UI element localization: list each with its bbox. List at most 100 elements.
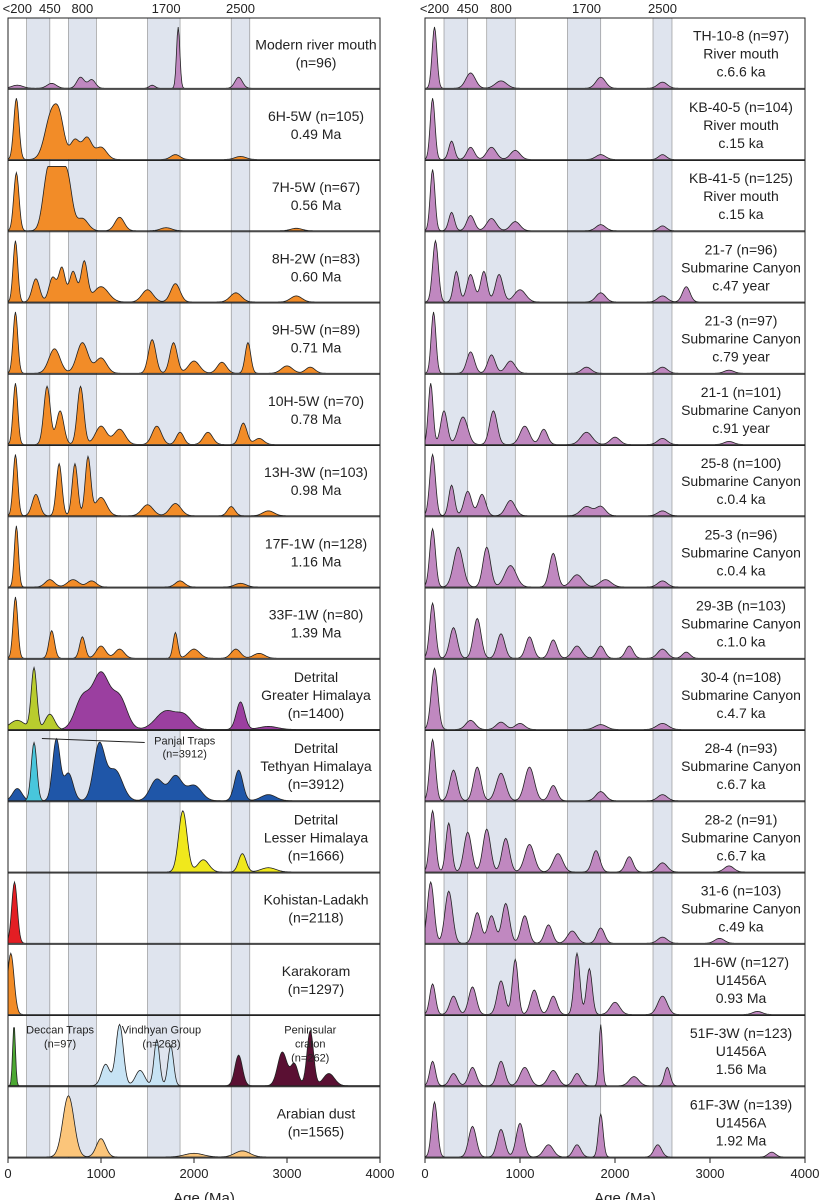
left-density-curve (8, 741, 380, 802)
right-density-curve (424, 667, 805, 730)
right-density-curve (424, 239, 805, 303)
right-density-curve (424, 169, 805, 232)
left-top-tick-label: 800 (72, 1, 94, 16)
left-panel: 8H-2W (n=83) 0.60 Ma (7, 232, 380, 304)
right-density-curve (424, 738, 805, 802)
right-panel: 25-8 (n=100) Submarine Canyon c.0.4 ka (424, 446, 805, 518)
right-label-box (679, 232, 805, 302)
right-panel-label: Submarine Canyon (681, 616, 801, 632)
left-label-box (254, 802, 380, 872)
right-panel: KB-40-5 (n=104) River mouth c.15 ka (424, 90, 805, 161)
left-panel-label: Lesser Himalaya (264, 829, 368, 845)
left-callout-label: (n=3912) (163, 749, 207, 761)
right-panel-label: Submarine Canyon (681, 259, 801, 275)
right-panel-label: c.0.4 ka (716, 491, 765, 507)
left-panel-label: 0.60 Ma (291, 268, 342, 284)
left-x-tick-label: 3000 (273, 1166, 302, 1181)
left-label-box (254, 589, 380, 659)
left-panel-label: 0.98 Ma (291, 482, 342, 498)
right-panel: 21-7 (n=96) Submarine Canyon c.47 year (424, 232, 805, 304)
left-panel-label: 1.39 Ma (291, 625, 342, 641)
right-density-curve (424, 98, 805, 160)
right-density-curve (424, 601, 805, 659)
left-label-box (254, 161, 380, 231)
right-x-tick-label: 1000 (506, 1166, 535, 1181)
right-panel-label: c.6.6 ka (716, 64, 765, 80)
right-panel-label: 21-7 (n=96) (705, 241, 778, 257)
right-label-box (679, 731, 805, 801)
right-panel-label: 0.93 Ma (716, 990, 767, 1006)
left-x-axis-label: Age (Ma) (173, 1190, 235, 1200)
left-x-tick-label: 1000 (87, 1166, 116, 1181)
right-panel-label: 51F-3W (n=123) (690, 1025, 792, 1041)
left-density-curve (7, 666, 380, 730)
left-source-caption: (n=262) (291, 1053, 329, 1065)
right-label-box (679, 375, 805, 445)
right-panel-label: 21-1 (n=101) (701, 384, 782, 400)
right-label-box (679, 19, 805, 89)
left-density-curve (8, 809, 380, 873)
right-density-curve (424, 1024, 805, 1087)
right-top-tick-label: 1700 (572, 1, 601, 16)
right-panel: 28-2 (n=91) Submarine Canyon c.6.7 ka (424, 802, 805, 874)
left-label-box (254, 945, 380, 1015)
right-panel-label: U1456A (716, 972, 767, 988)
left-panel-label: (n=1565) (288, 1123, 344, 1139)
right-panel-label: KB-41-5 (n=125) (689, 170, 793, 186)
right-label-box (679, 90, 805, 160)
right-panel-label: River mouth (703, 117, 778, 133)
right-panel-label: 1.92 Ma (716, 1132, 767, 1148)
left-density-curve (7, 454, 380, 517)
left-panel: Modern river mouth (n=96) (7, 19, 380, 90)
right-density-curve (424, 453, 805, 517)
left-panel-label: Arabian dust (277, 1105, 356, 1121)
right-panel-label: 29-3B (n=103) (696, 598, 786, 614)
left-top-tick-label: 1700 (152, 1, 181, 16)
left-panel-label: 13H-3W (n=103) (264, 464, 368, 480)
left-density-curve (7, 525, 380, 588)
right-panel-label: c.1.0 ka (716, 634, 765, 650)
right-panel: TH-10-8 (n=97) River mouth c.6.6 ka (424, 19, 805, 90)
left-label-box (254, 446, 380, 516)
right-panel-label: c.6.7 ka (716, 776, 765, 792)
left-panel: Detrital Greater Himalaya (n=1400) (7, 660, 380, 731)
right-panel-label: Submarine Canyon (681, 544, 801, 560)
left-panel-label: 33F-1W (n=80) (269, 607, 364, 623)
left-top-tick-label: <200 (3, 1, 32, 16)
left-density-curve (7, 596, 380, 659)
left-label-box (254, 1087, 380, 1157)
right-label-box (679, 945, 805, 1015)
right-column: TH-10-8 (n=97) River mouth c.6.6 ka KB-40-5… (420, 1, 820, 1200)
right-density-curve (424, 311, 805, 374)
right-panel: 30-4 (n=108) Submarine Canyon c.4.7 ka (424, 660, 805, 731)
left-top-tick-label: 2500 (226, 1, 255, 16)
left-x-tick-label: 0 (4, 1166, 11, 1181)
right-panel: 21-1 (n=101) Submarine Canyon c.91 year (424, 375, 805, 446)
left-panel-label: Kohistan-Ladakh (263, 892, 368, 908)
left-label-box (254, 731, 380, 801)
left-panel-label: Modern river mouth (255, 37, 376, 53)
left-panel-label: (n=96) (296, 55, 337, 71)
left-panel-label: (n=1297) (288, 981, 344, 997)
right-x-axis-label: Age (Ma) (594, 1190, 656, 1200)
left-source-caption: Deccan Traps (26, 1025, 94, 1037)
right-top-tick-label: 450 (457, 1, 479, 16)
left-density-curve (8, 1095, 380, 1158)
right-panel-label: U1456A (716, 1114, 767, 1130)
right-panel: 28-4 (n=93) Submarine Canyon c.6.7 ka (424, 731, 805, 803)
left-panel-label: 17F-1W (n=128) (265, 535, 367, 551)
right-density-curve (424, 880, 805, 944)
right-label-box (679, 517, 805, 587)
right-panel-label: Submarine Canyon (681, 758, 801, 774)
left-density-curve (8, 1029, 380, 1087)
left-label-box (254, 232, 380, 302)
left-source-caption: craton (295, 1039, 326, 1051)
right-panel-label: 21-3 (n=97) (705, 313, 778, 329)
left-panel-label: Greater Himalaya (261, 687, 371, 703)
right-panel-label: c.6.7 ka (716, 847, 765, 863)
left-panel-label: 9H-5W (n=89) (272, 322, 360, 338)
right-panel: 21-3 (n=97) Submarine Canyon c.79 year (424, 304, 805, 375)
right-top-tick-label: <200 (420, 1, 449, 16)
